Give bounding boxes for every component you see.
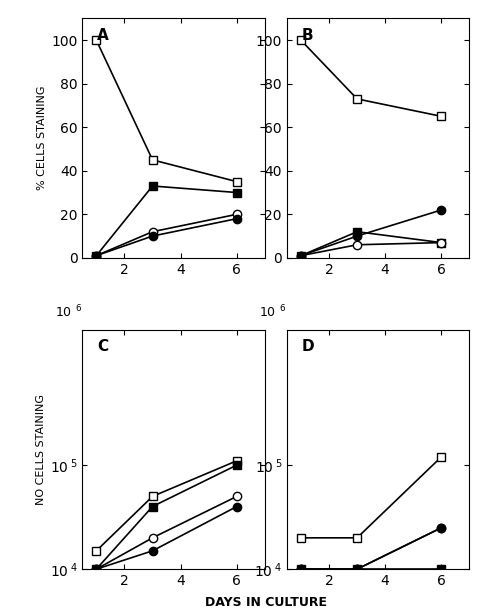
Text: B: B <box>302 28 313 43</box>
Text: C: C <box>97 339 108 354</box>
Text: $10\ ^{6}$: $10\ ^{6}$ <box>55 304 82 320</box>
Text: $10\ ^{6}$: $10\ ^{6}$ <box>259 304 287 320</box>
Text: DAYS IN CULTURE: DAYS IN CULTURE <box>205 596 327 609</box>
Y-axis label: NO CELLS STAINING: NO CELLS STAINING <box>36 394 45 505</box>
Text: D: D <box>302 339 314 354</box>
Y-axis label: % CELLS STAINING: % CELLS STAINING <box>37 86 47 190</box>
Text: A: A <box>97 28 108 43</box>
